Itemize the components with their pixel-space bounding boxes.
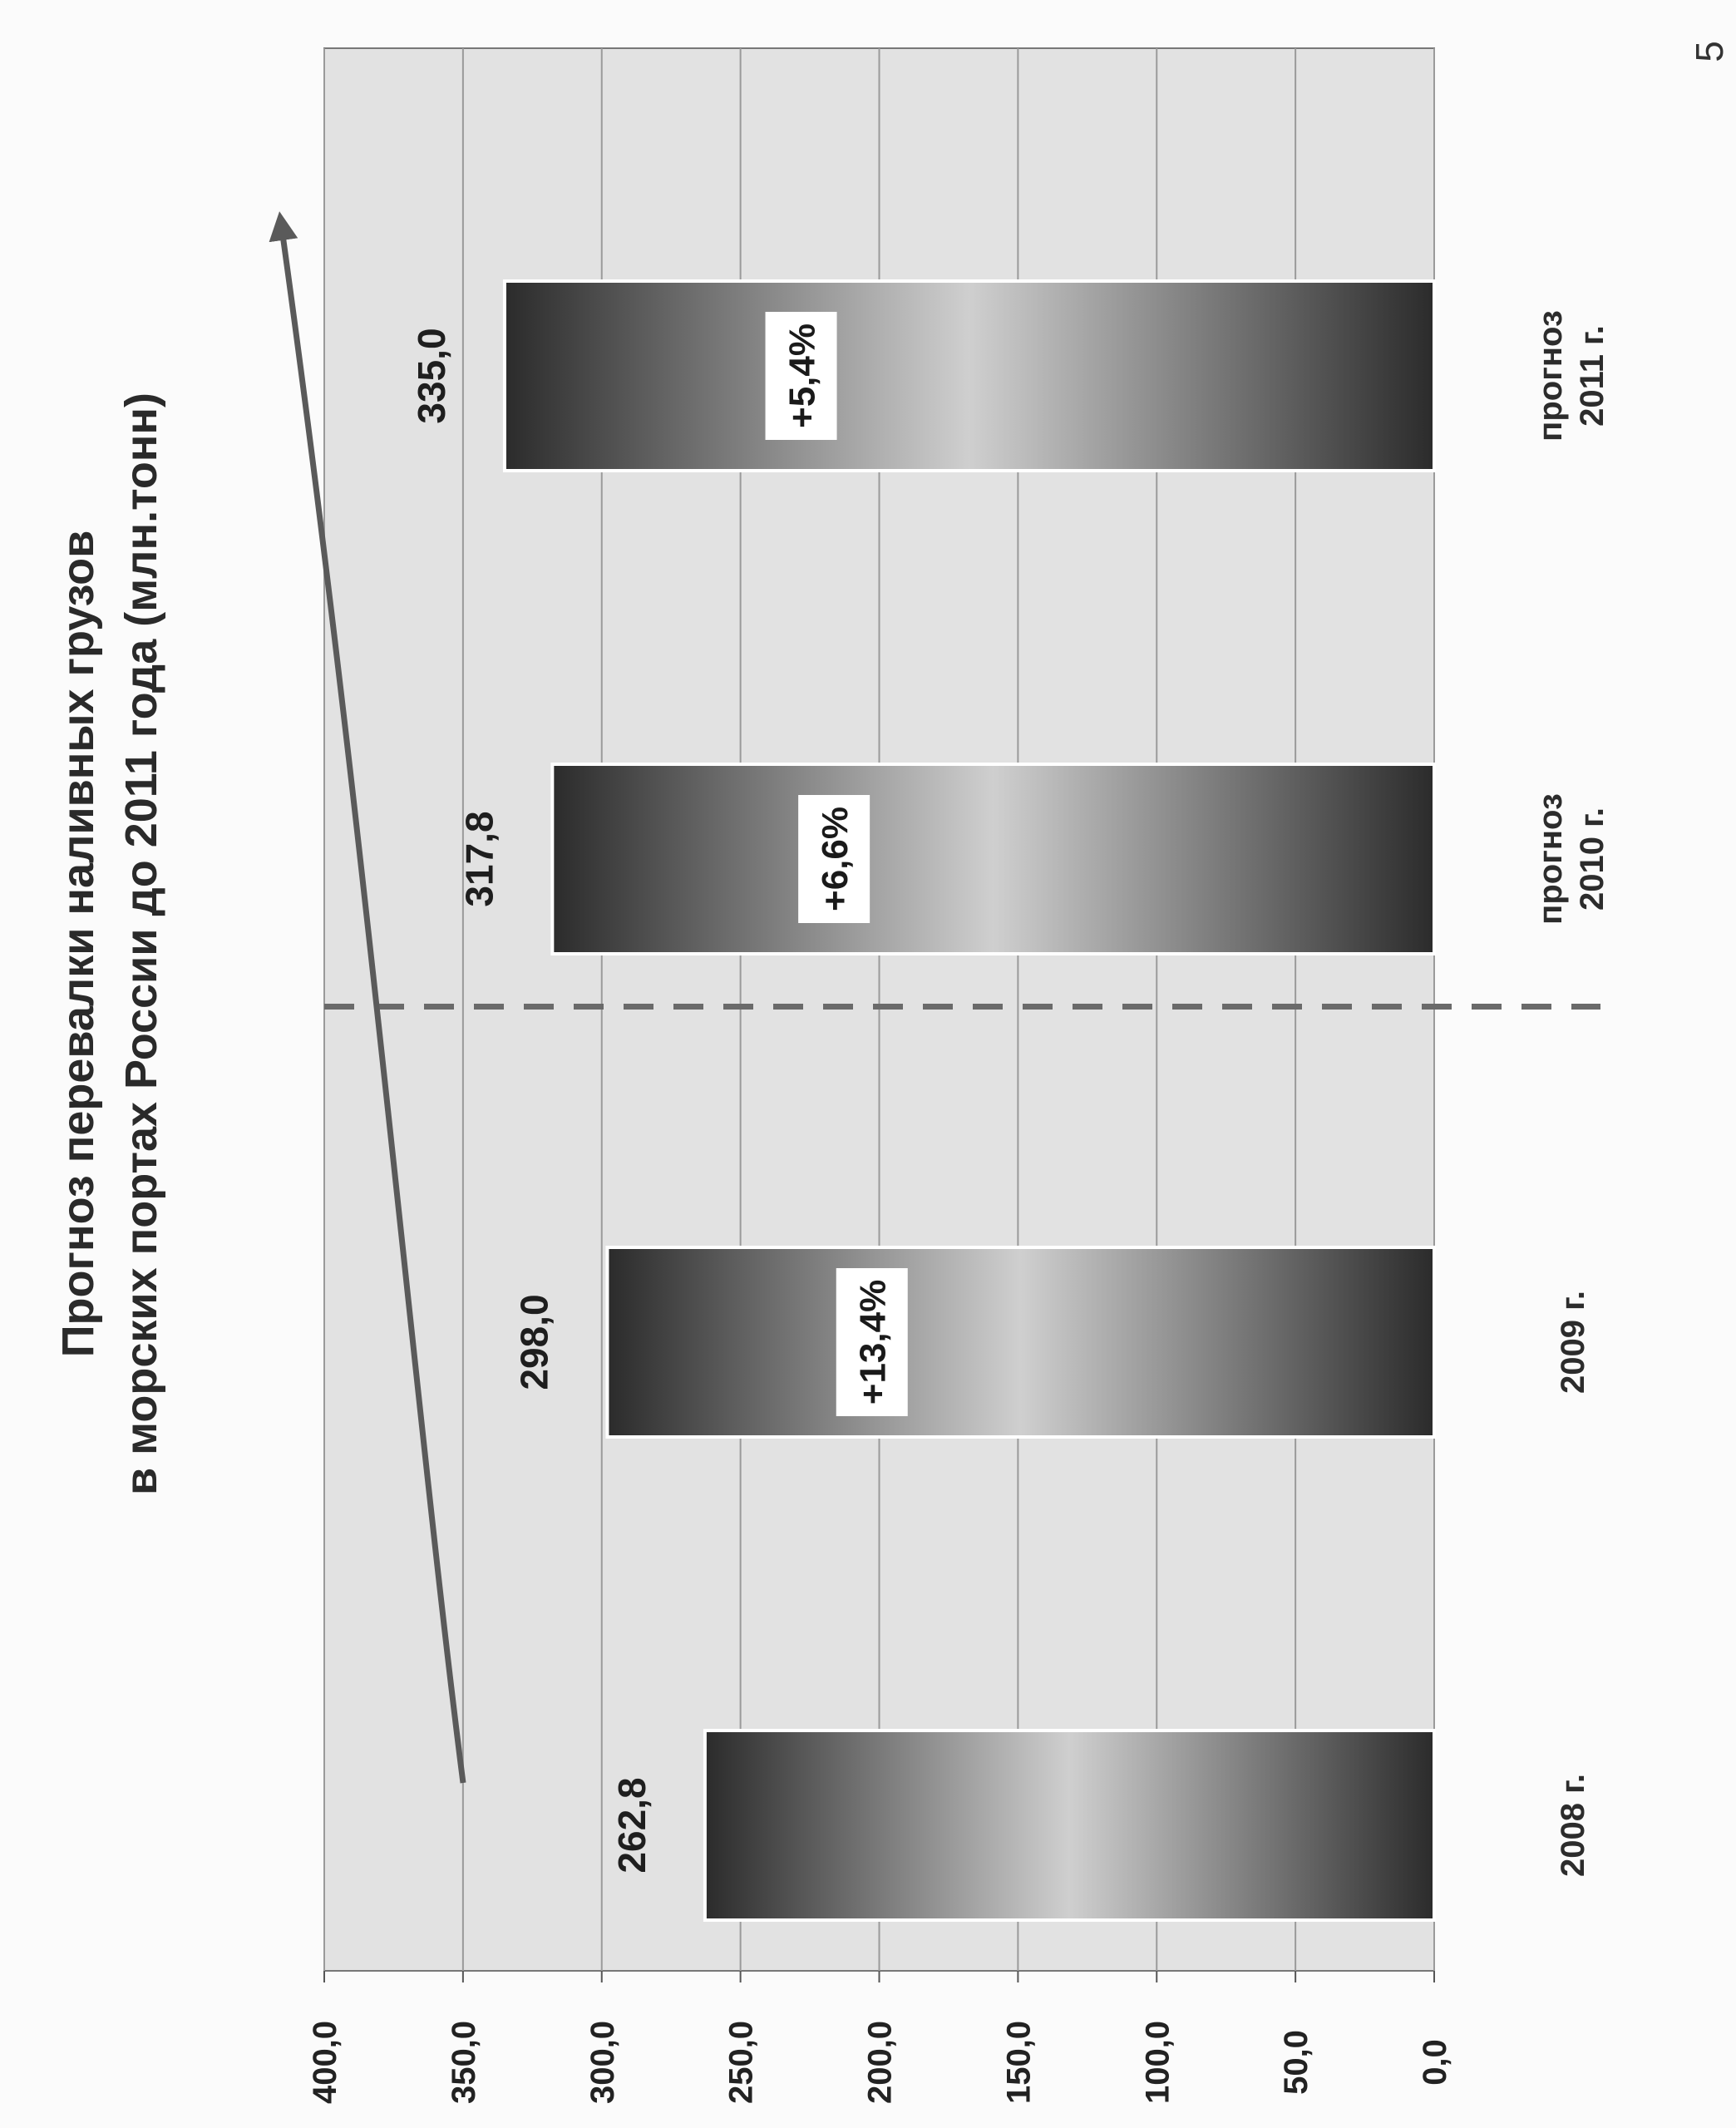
- bar: [703, 1729, 1436, 1922]
- bar: [550, 763, 1436, 955]
- growth-label: +6,6%: [815, 807, 856, 911]
- category-label: 2009 г.: [1555, 1291, 1591, 1394]
- category-label: 2008 г.: [1555, 1774, 1591, 1877]
- trend-arrow: [269, 211, 466, 1784]
- y-tick-label: 400,0: [307, 2021, 343, 2104]
- value-label: 317,8: [457, 811, 501, 906]
- growth-label: +5,4%: [782, 323, 823, 428]
- y-tick-label: 150,0: [1000, 2021, 1037, 2104]
- y-tick-label: 50,0: [1278, 2030, 1314, 2095]
- y-tick-label: 350,0: [446, 2021, 482, 2104]
- growth-label-box: [765, 312, 837, 440]
- value-label: 298,0: [512, 1294, 555, 1390]
- category-label: 2011 г.: [1574, 325, 1610, 427]
- growth-label-box: [798, 795, 870, 923]
- y-axis-ticks: 0,0 50,0 100,0 150,0 200,0 250,0 300,0 350,0 400…: [307, 1971, 1453, 2104]
- growth-label: +13,4%: [853, 1280, 894, 1405]
- y-tick-label: 200,0: [862, 2021, 899, 2104]
- y-tick-label: 300,0: [584, 2021, 621, 2104]
- category-label: прогноз: [1532, 793, 1569, 925]
- value-label: 335,0: [410, 328, 453, 423]
- y-tick-label: 100,0: [1139, 2021, 1176, 2104]
- y-tick-label: 250,0: [723, 2021, 760, 2104]
- bar: [605, 1246, 1436, 1439]
- value-label: 262,8: [610, 1777, 653, 1873]
- y-tick-label: 0,0: [1417, 2039, 1453, 2086]
- chart-title-line-2: в морских портах России до 2011 года (мл…: [116, 393, 166, 1495]
- category-label: 2010 г.: [1574, 807, 1610, 911]
- chart-title-line-1: Прогноз перевалки наливных грузов: [53, 531, 103, 1358]
- bars: 262,8 2008 г. 298,0 2009 г. +13,4% 317,8 прогн…: [410, 279, 1610, 1922]
- page-number: 5: [1688, 41, 1731, 62]
- bar: [502, 279, 1436, 472]
- growth-label-box: [836, 1268, 908, 1416]
- category-label: прогноз: [1532, 310, 1569, 442]
